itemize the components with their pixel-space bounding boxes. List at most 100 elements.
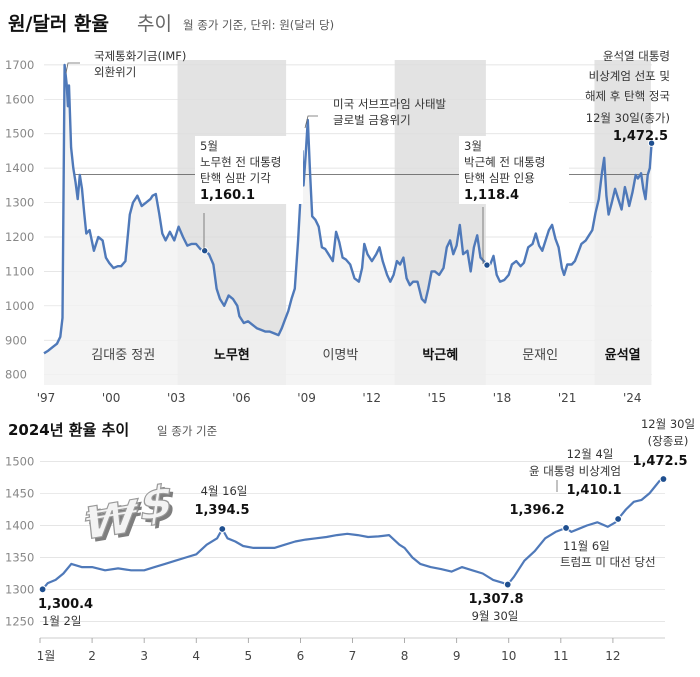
daily-marker xyxy=(38,585,47,594)
daily-marker xyxy=(614,515,623,523)
main-title: 원/달러 환율 xyxy=(8,13,109,35)
yoon-line2: 비상계엄 선포 및 xyxy=(589,69,670,83)
currency-symbols-illustration: ₩ ₩ $ $ xyxy=(80,474,181,555)
key-marker xyxy=(647,139,656,147)
x-tick-label: 4 xyxy=(192,649,200,663)
era-label: 윤석열 xyxy=(605,347,641,363)
y-tick-labels: 800 900 1000 1100 1200 1300 1400 1500 1600 1700 xyxy=(5,58,34,382)
apr16-value: 1,394.5 xyxy=(194,503,249,518)
jan2-value: 1,300.4 xyxy=(38,597,93,612)
y-tick-label: 1700 xyxy=(5,58,34,72)
era-label: 노무현 xyxy=(214,347,250,363)
dec4-line2: 윤 대통령 비상계엄 xyxy=(529,464,621,478)
x-tick-label: '15 xyxy=(428,391,447,405)
gfc-leader xyxy=(304,115,318,129)
park-value: 1,118.4 xyxy=(464,188,519,203)
era-label: 박근혜 xyxy=(422,347,458,363)
dec30-value: 1,472.5 xyxy=(632,454,687,469)
won-symbol-icon: ₩ xyxy=(80,490,141,552)
roh-line3: 탄핵 심판 기각 xyxy=(200,171,271,185)
y-tick-label: 1400 xyxy=(5,518,34,532)
park-line2: 박근혜 전 대통령 xyxy=(464,155,545,169)
nov6-value: 1,396.2 xyxy=(509,503,564,518)
roh-line1: 5월 xyxy=(200,139,218,153)
y-tick-labels: 1250 1300 1350 1400 1450 1500 xyxy=(5,454,34,628)
daily-marker xyxy=(503,580,512,589)
y-tick-label: 1200 xyxy=(5,230,34,244)
daily-markers xyxy=(38,475,668,594)
x-tick-label: '12 xyxy=(362,391,381,405)
sub-chart-note: 일 종가 기준 xyxy=(157,424,217,438)
main-title-note: 월 종가 기준, 단위: 원(달러 당) xyxy=(183,18,334,32)
y-tick-label: 1300 xyxy=(5,583,34,597)
park-line3: 탄핵 심판 인용 xyxy=(464,171,535,185)
rate-area xyxy=(44,64,652,386)
x-tick-label: '97 xyxy=(37,391,56,405)
key-markers xyxy=(200,139,656,269)
x-tick-label: '09 xyxy=(297,391,316,405)
daily-marker xyxy=(218,525,227,533)
x-tick-label: '03 xyxy=(167,391,186,405)
annotation-yoon: 윤석열 대통령 비상계엄 선포 및 해제 후 탄핵 정국 12월 30일(종가)… xyxy=(585,49,670,144)
era-label: 이명박 xyxy=(322,348,358,363)
x-tick-label: 5 xyxy=(245,649,253,663)
gfc-line1: 미국 서브프라임 사태발 xyxy=(333,97,447,111)
y-tick-label: 1600 xyxy=(5,92,34,106)
x-tick-label: 8 xyxy=(401,649,409,663)
apr16-date: 4월 16일 xyxy=(201,484,248,498)
annotation-bg xyxy=(459,136,569,204)
y-tick-label: 900 xyxy=(5,333,27,347)
y-tick-label: 1100 xyxy=(5,264,34,278)
y-tick-label: 800 xyxy=(5,368,27,382)
sub-chart-title: 2024년 환율 추이 xyxy=(8,421,129,439)
x-tick-label: '24 xyxy=(623,391,642,405)
yoon-line3: 해제 후 탄핵 정국 xyxy=(585,89,670,103)
x-tick-labels: '97 '00 '03 '06 '09 '12 '15 '18 '21 '24 xyxy=(37,391,642,405)
x-tick-label: 2 xyxy=(88,649,96,663)
x-tick-label: 11 xyxy=(553,649,568,663)
annotation-impeach-park: 3월 박근혜 전 대통령 탄핵 심판 인용 1,118.4 xyxy=(459,136,569,204)
y-gridlines xyxy=(40,461,665,622)
dec4-line1: 12월 4일 xyxy=(567,447,614,461)
x-tick-label: '00 xyxy=(102,391,121,405)
dec30-line2: (장종료) xyxy=(648,434,689,448)
x-tick-label: 12 xyxy=(605,649,620,663)
roh-value: 1,160.1 xyxy=(200,188,255,203)
yoon-value: 1,472.5 xyxy=(613,129,668,144)
annotation-bg xyxy=(195,136,303,204)
x-tick-label: 3 xyxy=(140,649,148,663)
era-label: 문재인 xyxy=(522,348,558,363)
park-line1: 3월 xyxy=(464,139,482,153)
y-tick-label: 1350 xyxy=(5,551,34,565)
annotation-imf: 국제통화기금(IMF) 외환위기 xyxy=(94,49,186,79)
daily-marker xyxy=(562,524,570,532)
nov6-line1: 11월 6일 xyxy=(563,539,610,553)
sep30-value: 1,307.8 xyxy=(468,592,523,607)
sep30-date: 9월 30일 xyxy=(472,609,519,623)
dollar-symbol-icon: $ xyxy=(136,474,177,532)
y-tick-label: 1250 xyxy=(5,615,34,629)
imf-line1: 국제통화기금(IMF) xyxy=(94,49,186,63)
y-tick-label: 1300 xyxy=(5,196,34,210)
x-tick-label: '21 xyxy=(558,391,577,405)
gfc-line2: 글로벌 금융위기 xyxy=(333,113,411,127)
x-tick-label: 10 xyxy=(501,649,516,663)
x-tick-label: 6 xyxy=(297,649,305,663)
key-marker xyxy=(200,247,209,255)
x-tick-label: 1월 xyxy=(37,649,56,663)
annotation-impeach-roh: 5월 노무현 전 대통령 탄핵 심판 기각 1,160.1 xyxy=(195,136,303,204)
y-tick-label: 1500 xyxy=(5,127,34,141)
y-tick-label: 1400 xyxy=(5,161,34,175)
yoon-line4: 12월 30일(종가) xyxy=(586,111,670,125)
dec4-value: 1,410.1 xyxy=(566,483,621,498)
won-symbol-shadow: ₩ xyxy=(84,493,145,555)
main-title-suffix: 추이 xyxy=(137,13,172,35)
x-tick-label: '06 xyxy=(232,391,251,405)
x-tick-label: 9 xyxy=(453,649,461,663)
era-label: 김대중 정권 xyxy=(91,348,155,363)
roh-line2: 노무현 전 대통령 xyxy=(200,155,281,169)
x-tick-label: 7 xyxy=(349,649,357,663)
rate-line xyxy=(43,63,653,355)
